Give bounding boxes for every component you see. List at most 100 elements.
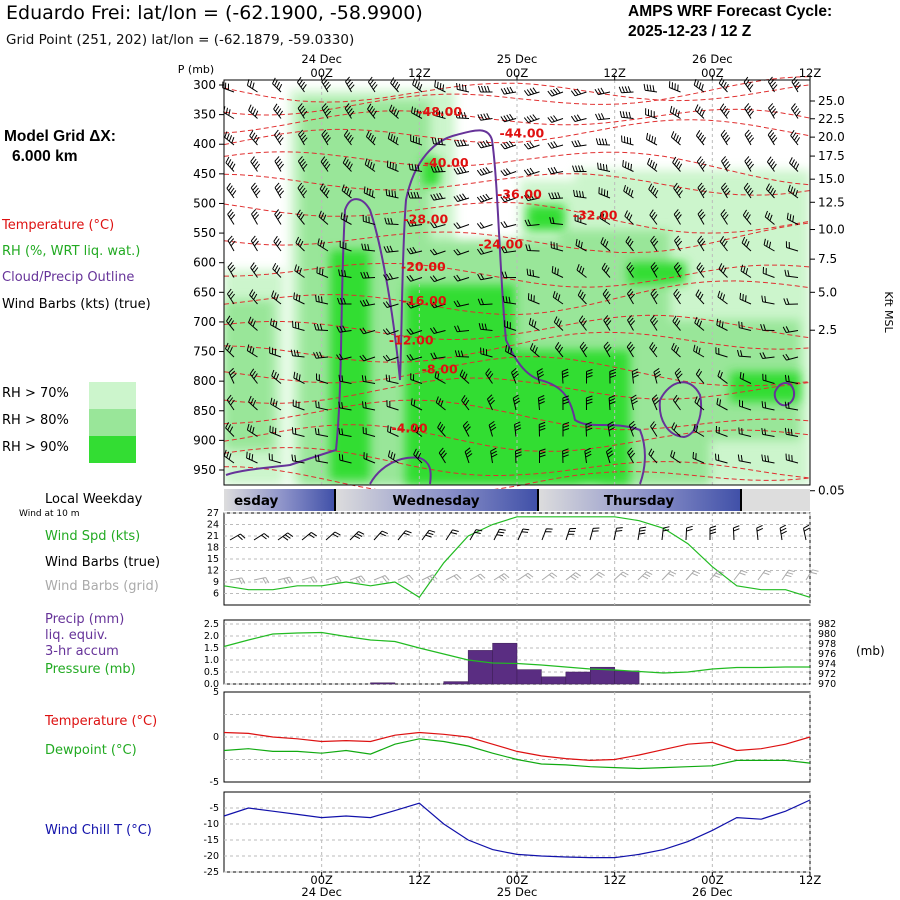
wind-barb xyxy=(694,104,705,119)
isotherm-contour xyxy=(223,356,811,387)
wind-barb xyxy=(761,295,775,305)
wind-barb xyxy=(741,236,752,252)
wind-barb xyxy=(367,76,378,93)
wind-barb xyxy=(574,214,587,225)
wind-barb xyxy=(575,238,587,252)
pressure-tick-label: 800 xyxy=(193,374,216,388)
precip-tick-label: 1.5 xyxy=(204,643,219,654)
wind-barb xyxy=(670,450,681,464)
wind-barb xyxy=(547,166,564,175)
pressure-tick-label: 978 xyxy=(818,639,836,650)
wind-barb xyxy=(597,162,611,172)
grid-wind-barb xyxy=(685,570,700,581)
pressure-tick-label: 400 xyxy=(193,137,216,151)
rh-key-70-label: RH > 70% xyxy=(2,386,69,401)
wind-barb xyxy=(406,246,423,255)
grid-wind-barb xyxy=(445,573,462,581)
wind-barb xyxy=(246,423,258,437)
wind-barb xyxy=(674,367,683,384)
wind-barb xyxy=(739,372,752,384)
wind-barb xyxy=(761,428,775,437)
wind-barb xyxy=(462,420,471,437)
surface-wind-barb xyxy=(301,531,317,541)
grid-wind-barb xyxy=(493,573,510,582)
surface-wind-barb xyxy=(779,524,787,541)
isotherm-contour xyxy=(223,173,811,196)
wind-barb xyxy=(292,320,305,331)
wind-barb xyxy=(298,129,308,146)
wind-barb xyxy=(717,290,728,305)
isotherm-contour xyxy=(223,119,811,146)
precip-accum-label: 3-hr accum xyxy=(45,644,119,659)
bottom-time-axis: 00Z 12Z 00Z 12Z 00Z 12Z 24 Dec 25 Dec 26 Dec xyxy=(301,872,821,899)
wind-barb xyxy=(477,113,493,121)
wind-barb xyxy=(384,217,399,225)
wind-barb xyxy=(721,156,731,172)
wind-barb xyxy=(359,299,376,307)
surface-wind-barb xyxy=(661,526,670,541)
wind-barb xyxy=(363,452,376,464)
wind-barb xyxy=(739,292,752,305)
wind-barb xyxy=(248,104,259,119)
height-tick-label: 2.5 xyxy=(818,323,837,337)
wind-barb xyxy=(594,87,611,96)
axes: 300 350 400 450 500 550 600 650 700 750 800 850 900 9… xyxy=(178,52,895,498)
wind-barb xyxy=(515,448,522,464)
wind-barb xyxy=(226,315,235,331)
isotherm-contour xyxy=(223,76,811,116)
wind-barb xyxy=(595,113,611,121)
wind-barb xyxy=(431,137,446,146)
temperature-line xyxy=(223,731,811,762)
date-label: 24 Dec xyxy=(301,52,342,66)
wind-barb xyxy=(387,132,399,146)
legend-rh: RH (%, WRT liq. wat.) xyxy=(2,244,141,259)
wind-barb xyxy=(319,183,330,199)
wind-barb xyxy=(321,103,332,119)
surface-wind-barb xyxy=(277,532,294,541)
wind-barb xyxy=(338,374,352,384)
wind-barb xyxy=(767,76,778,93)
wind-barb xyxy=(744,129,755,146)
page-title: Eduardo Frei: lat/lon = (-62.1900, -58.9… xyxy=(6,2,423,24)
temperature-label: Temperature (°C) xyxy=(45,714,158,729)
cloud-outline-path xyxy=(773,382,796,407)
wind-barb xyxy=(225,156,236,172)
wind-barb xyxy=(738,427,752,437)
wind-barb xyxy=(386,400,399,411)
wind-barb xyxy=(227,209,236,225)
wind-barb xyxy=(740,264,752,278)
surface-wind-barb xyxy=(421,529,436,541)
surface-wind-barb xyxy=(445,529,459,541)
wind-barb xyxy=(296,209,305,225)
wind-barb xyxy=(362,214,376,225)
time-tick-label: 00Z xyxy=(310,66,333,80)
wind-barb xyxy=(570,88,587,97)
wind-barb xyxy=(248,316,258,331)
wind-barb xyxy=(295,236,305,252)
wind-barb xyxy=(361,243,376,252)
wind-barb xyxy=(527,293,540,305)
wind-barb xyxy=(673,209,682,225)
wind-barb xyxy=(314,454,329,464)
height-axis-label: Kft MSL xyxy=(882,291,895,333)
wind-barb xyxy=(624,210,634,225)
wind-barb xyxy=(554,342,564,358)
wind-barb xyxy=(671,342,681,358)
wind-barb xyxy=(504,320,517,331)
wind-barb xyxy=(784,269,799,278)
wind-barb xyxy=(249,130,260,146)
precip-liq-label: liq. equiv. xyxy=(45,628,108,643)
wind-barb xyxy=(523,87,540,96)
wind-barb xyxy=(249,368,258,384)
wind-barb xyxy=(627,447,636,464)
wind-barb xyxy=(607,421,615,437)
wind-barb xyxy=(529,343,540,358)
wind-barb xyxy=(227,235,236,252)
wind-barb xyxy=(719,236,728,252)
wind-barb xyxy=(742,209,752,225)
wind-barb xyxy=(320,156,331,172)
wind-barb xyxy=(762,266,775,278)
time-tick-label: 00Z xyxy=(701,66,724,80)
temp-tick-label: 0 xyxy=(213,732,219,743)
wind-barb xyxy=(601,262,611,278)
